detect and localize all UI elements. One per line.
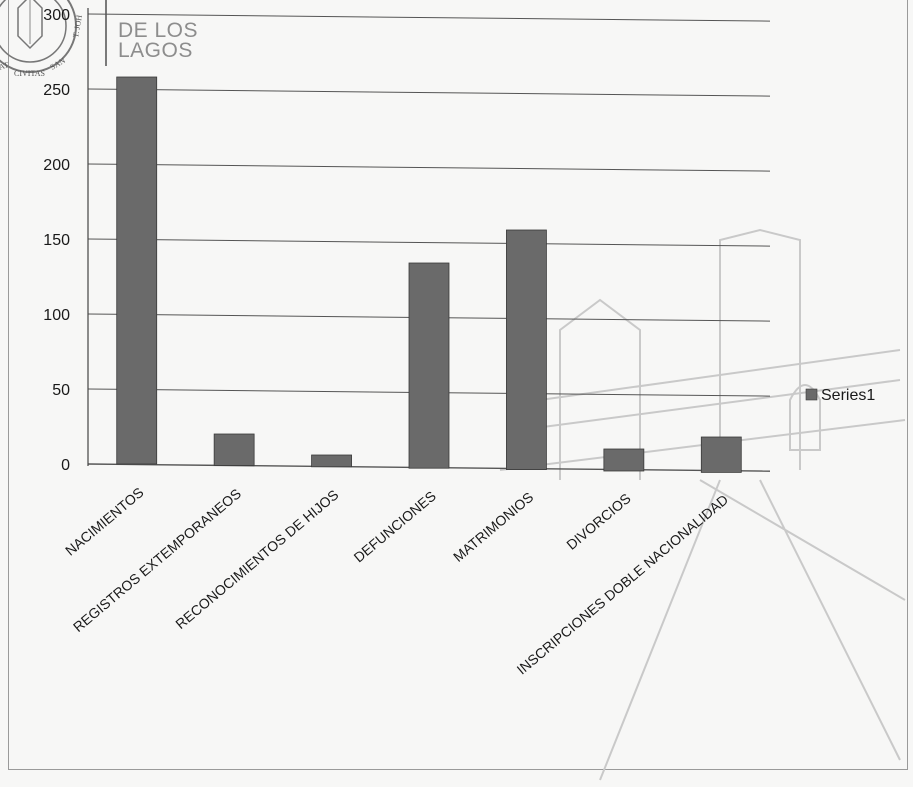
x-category-label-4: MATRIMONIOS: [450, 489, 536, 565]
gridline-250: [87, 88, 771, 97]
header-divider: [105, 0, 107, 66]
x-category-label-0: NACIMIENTOS: [62, 484, 147, 559]
seal-text-left: AT: [0, 60, 10, 72]
y-tick-label-250: 250: [43, 82, 70, 99]
gridline-150: [87, 238, 771, 247]
bar-matrimonios: [506, 229, 547, 471]
bar-registros-extemporaneos: [213, 433, 255, 466]
watermark-tower-right: [719, 228, 801, 470]
gridline-300: [87, 13, 771, 22]
y-tick-label-100: 100: [43, 307, 70, 324]
watermark-rays: [599, 479, 906, 781]
bar-inscripciones-doble-nacionalidad: [700, 436, 742, 473]
castle-watermark: [499, 228, 906, 781]
bar-defunciones: [408, 262, 450, 469]
y-tick-label-300: 300: [43, 7, 70, 24]
bar-divorcios: [603, 448, 645, 472]
y-tick-label-200: 200: [43, 157, 70, 174]
x-category-label-5: DIVORCIOS: [563, 490, 633, 553]
chart-legend: Series1: [805, 387, 875, 404]
x-category-label-6: INSCRIPCIONES DOBLE NACIONALIDAD: [514, 491, 732, 677]
x-category-label-1: REGISTROS EXTEMPORANEOS: [70, 485, 244, 635]
y-tick-label-150: 150: [43, 232, 70, 249]
seal-text-middle: CIVITAS: [14, 69, 45, 78]
gridline-200: [87, 163, 771, 172]
x-category-label-2: RECONOCIMIENTOS DE HIJOS: [172, 486, 341, 632]
legend-label-series1: Series1: [821, 387, 875, 404]
y-tick-label-0: 0: [61, 457, 70, 474]
municipal-seal-logo: AT CIVITAS SAN T. JOH: [0, 0, 84, 78]
y-tick-label-50: 50: [52, 382, 70, 399]
x-category-label-3: DEFUNCIONES: [351, 488, 439, 566]
bar-nacimientos: [116, 76, 158, 465]
watermark-tower-left: [559, 298, 641, 480]
y-axis-tick-labels: 0 50 100 150 200 250 300: [43, 7, 70, 474]
bar-reconocimientos-de-hijos: [311, 454, 352, 468]
watermark-door: [789, 384, 821, 451]
chart-bars: [116, 76, 742, 473]
legend-swatch-series1: [805, 388, 818, 401]
org-name-line-1: DE LOS: [118, 19, 199, 42]
org-name-line-2: LAGOS: [118, 39, 193, 62]
chart-frame: [8, 0, 908, 770]
seal-text-far-right: T. JOH: [71, 14, 84, 38]
